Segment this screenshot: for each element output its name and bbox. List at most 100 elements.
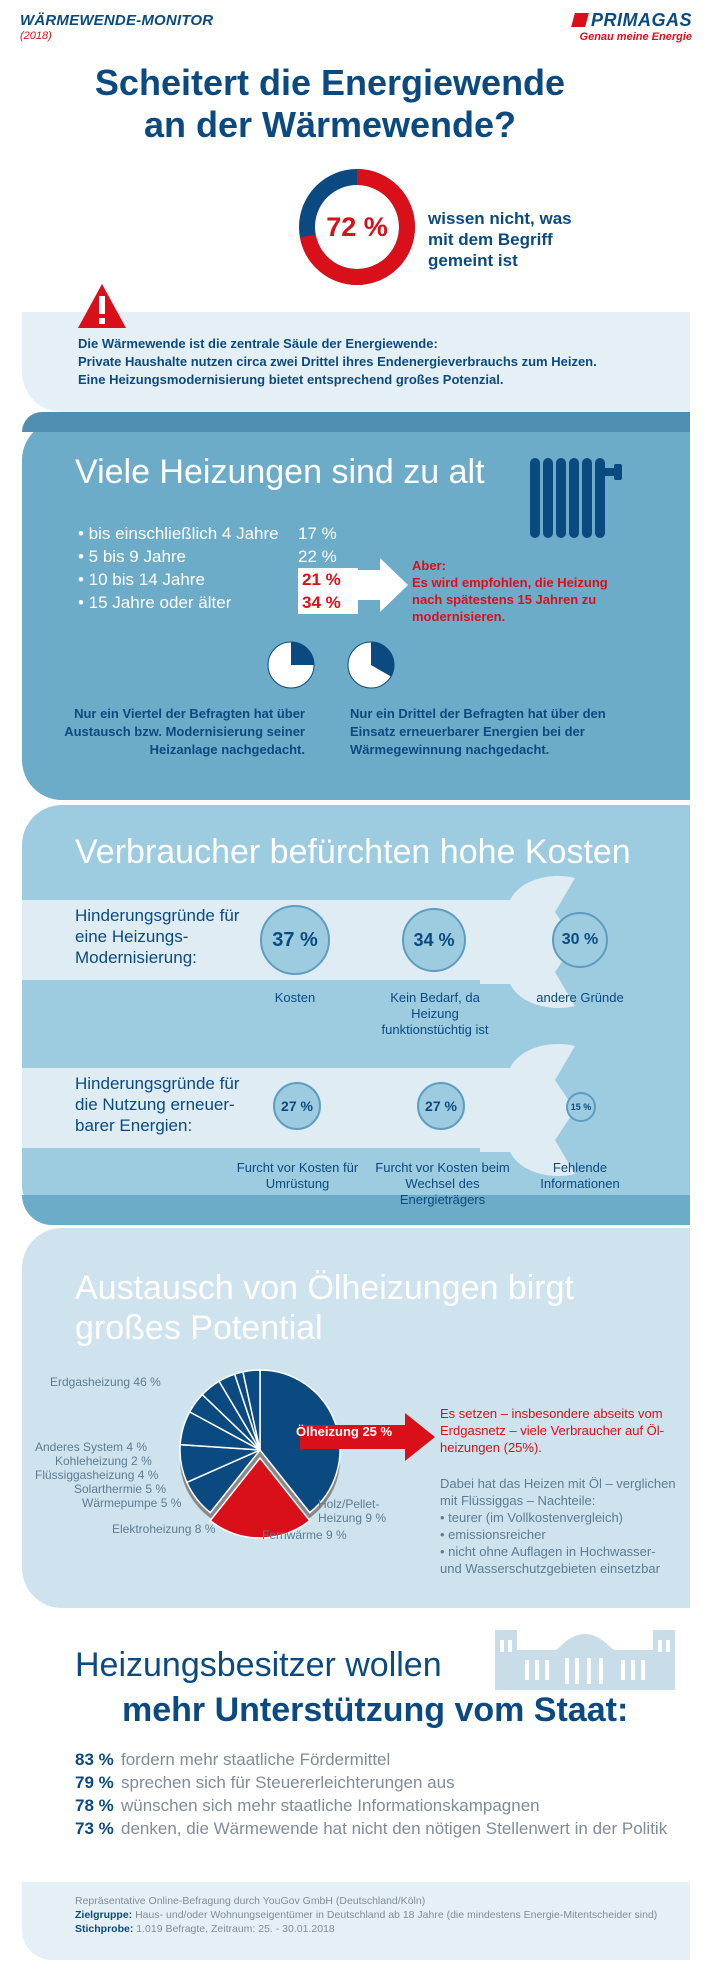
reason-caption: Kein Bedarf, da Heizung funktionstüchtig… — [381, 990, 489, 1037]
aber-title: Aber: — [412, 558, 446, 573]
brand-name: PRIMAGAS — [590, 10, 692, 30]
oil-drawbacks-intro: Dabei hat das Heizen mit Öl – verglichen… — [440, 1476, 676, 1508]
state-row: 78 % wünschen sich mehr staatliche Inform… — [75, 1794, 675, 1817]
pie-label-anderes: Anderes System 4 % — [35, 1440, 148, 1454]
state-text: wünschen sich mehr staatliche Informatio… — [121, 1796, 540, 1815]
note-renewables: Nur ein Drittel der Befragten hat über d… — [350, 706, 606, 757]
reason-caption: Kosten — [274, 990, 316, 1005]
pie-slice-ölheizung — [209, 1456, 311, 1539]
age-value: 22 % — [298, 547, 337, 566]
page-title-line1: Scheitert die Energiewende — [94, 62, 566, 103]
state-row: 73 % denken, die Wärmewende hat nicht den… — [75, 1817, 675, 1840]
age-list: • bis einschließlich 4 Jahre 17 % • 5 bis… — [78, 522, 358, 614]
arrow-right-icon — [350, 558, 408, 617]
monitor-year: (2018) — [20, 30, 52, 42]
reason-bubble: 27 % — [417, 1082, 465, 1130]
brand-mark-icon — [571, 13, 589, 27]
reason-bubble: 27 % — [273, 1082, 321, 1130]
state-pct: 78 % — [75, 1796, 114, 1815]
donut-caption: wissen nicht, was mit dem Begriff gemein… — [428, 209, 572, 270]
reason-caption: Fehlende Informationen — [540, 1160, 620, 1191]
age-row-highlight: • 10 bis 14 Jahre 21 % — [78, 568, 358, 591]
page-title: Scheitert die Energiewende an der Wärmew… — [0, 62, 710, 146]
reason-bubble: 34 % — [402, 908, 466, 972]
state-row: 83 % fordern mehr staatliche Fördermittel — [75, 1748, 675, 1771]
wrench-head-icon — [480, 876, 575, 1008]
state-pct: 83 % — [75, 1750, 114, 1769]
footer-panel — [22, 1882, 690, 1960]
age-label: • 5 bis 9 Jahre — [78, 547, 187, 566]
footer-zielgruppe: Haus- und/oder Wohnungseigentümer in Deu… — [135, 1909, 658, 1921]
monitor-title: WÄRMEWENDE-MONITOR — [20, 12, 214, 29]
costs-panel — [22, 805, 690, 1225]
intro-line1: Die Wärmewende ist die zentrale Säule de… — [78, 336, 438, 351]
state-text: denken, die Wärmewende hat nicht den nöt… — [121, 1819, 668, 1838]
oil-panel — [22, 1228, 690, 1608]
state-pct: 73 % — [75, 1819, 114, 1838]
intro-text: Die Wärmewende ist die zentrale Säule de… — [78, 335, 678, 389]
age-value: 17 % — [298, 524, 337, 543]
oil-drawback: • emissionsreicher — [440, 1527, 546, 1542]
wrench-head-icon — [480, 1044, 575, 1176]
oil-note: Es setzen – insbesondere abseits vom Erd… — [440, 1406, 665, 1455]
old-heating-title: Viele Heizungen sind zu alt — [75, 453, 485, 491]
pie-slice-anderes-system — [242, 1369, 261, 1451]
state-pct: 79 % — [75, 1773, 114, 1792]
donut-arc — [299, 169, 415, 285]
age-row-highlight: • 15 Jahre oder älter 34 % — [78, 591, 358, 614]
pie-label-kohle: Kohleheizung 2 % — [55, 1454, 152, 1468]
age-value: 21 % — [298, 568, 358, 591]
pie-label-solar: Solarthermie 5 % — [74, 1482, 167, 1496]
donut-chart: 72 % — [292, 162, 422, 292]
oil-title: Austausch von Ölheizungen birgt großes P… — [75, 1269, 574, 1347]
reason-caption: andere Gründe — [536, 990, 624, 1005]
page-title-line2: an der Wärmewende? — [143, 104, 517, 145]
heating-pie-chart — [179, 1369, 435, 1539]
reason-bubble: 15 % — [566, 1092, 596, 1122]
pie-label-erdgas: Erdgasheizung 46 % — [50, 1375, 161, 1389]
footer-text: Repräsentative Online-Befragung durch Yo… — [75, 1894, 685, 1936]
footer-stichprobe-label: Stichprobe: — [75, 1923, 134, 1935]
age-label: • bis einschließlich 4 Jahre — [78, 524, 279, 543]
age-row: • bis einschließlich 4 Jahre 17 % — [78, 522, 358, 545]
reason-bubble: 30 % — [552, 912, 608, 968]
state-title-line1: Heizungsbesitzer wollen — [75, 1646, 442, 1684]
third-pie — [346, 640, 396, 695]
brand-logo: PRIMAGAS Genau meine Energie — [571, 10, 692, 43]
footer-source: Repräsentative Online-Befragung durch Yo… — [75, 1895, 426, 1907]
state-list: 83 % fordern mehr staatliche Fördermittel… — [75, 1748, 675, 1840]
costs-title: Verbraucher befürchten hohe Kosten — [75, 833, 631, 871]
footer-zielgruppe-label: Zielgruppe: — [75, 1909, 133, 1921]
quarter-pie — [266, 640, 316, 695]
oil-drawback: • teurer (im Vollkostenvergleich) — [440, 1510, 624, 1525]
reichstag-icon — [495, 1620, 675, 1695]
old-heating-panel-top — [22, 412, 690, 432]
oil-drawbacks: Dabei hat das Heizen mit Öl – verglichen… — [440, 1475, 680, 1577]
brand-tagline: Genau meine Energie — [579, 31, 692, 43]
costs-panel-bottom — [22, 1195, 690, 1225]
reason-caption: Furcht vor Kosten für Umrüstung — [236, 1160, 359, 1191]
note-modernisation: Nur ein Viertel der Befragten hat über A… — [64, 706, 305, 757]
intro-panel — [22, 312, 690, 412]
reason-bubble: 37 % — [260, 905, 330, 975]
oil-drawback: • nicht ohne Auflagen in Hochwasser- und… — [440, 1544, 660, 1576]
pie-label-holz-2: Heizung 9 % — [318, 1511, 387, 1525]
reasons-label-renewables: Hinderungsgründe für die Nutzung erneuer… — [75, 1074, 240, 1135]
pie-label-elektro: Elektroheizung 8 % — [112, 1522, 216, 1536]
age-label: • 10 bis 14 Jahre — [78, 570, 205, 589]
reason-caption: Furcht vor Kosten beim Wechsel des Energ… — [375, 1160, 510, 1207]
aber-note: Aber: Es wird empfohlen, die Heizung nac… — [412, 557, 622, 625]
age-label: • 15 Jahre oder älter — [78, 593, 232, 612]
donut-svg: 72 % — [299, 169, 415, 285]
state-title-line2: mehr Unterstützung vom Staat: — [122, 1691, 629, 1729]
pie-label-fluessiggas: Flüssiggasheizung 4 % — [35, 1468, 159, 1482]
pie-label-holz-1: Holz/Pellet- — [318, 1497, 380, 1511]
oil-arrow-icon — [300, 1413, 435, 1461]
donut-value: 72 % — [326, 212, 388, 242]
state-text: fordern mehr staatliche Fördermittel — [121, 1750, 391, 1769]
pie-label-fern: Fernwärme 9 % — [262, 1528, 347, 1542]
intro-line3: Eine Heizungsmodernisierung bietet entsp… — [78, 372, 504, 387]
pie-label-waermepumpe: Wärmepumpe 5 % — [82, 1496, 182, 1510]
aber-text: Es wird empfohlen, die Heizung nach spät… — [412, 575, 608, 624]
quarter-pie-slice — [291, 642, 314, 665]
